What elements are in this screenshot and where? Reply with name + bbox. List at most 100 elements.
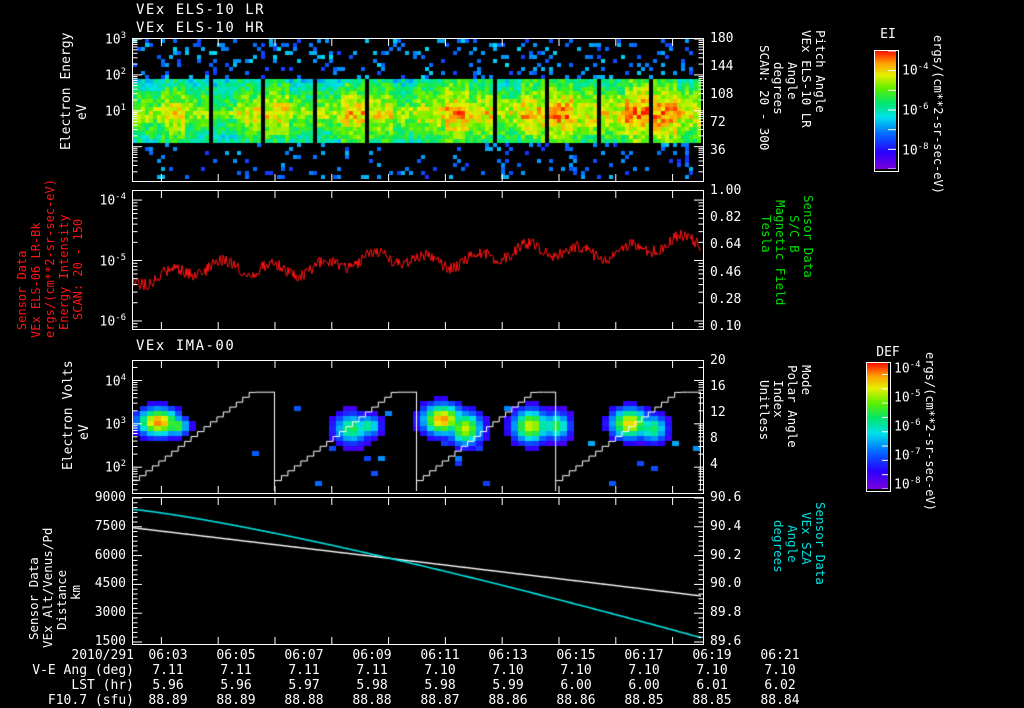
table-cell-time-8: 06:19 bbox=[692, 648, 732, 663]
panel4-right-tick-2: 90.2 bbox=[710, 547, 742, 563]
panel3-title: VEx IMA-00 bbox=[136, 338, 236, 354]
panel3-right-tick-4: 4 bbox=[710, 457, 718, 472]
table-date-label: 2010/291 bbox=[71, 648, 134, 663]
panel2-right-tick-2: 0.64 bbox=[710, 237, 742, 253]
table-cell-f107-4: 88.87 bbox=[420, 693, 460, 708]
table-cell-time-6: 06:15 bbox=[556, 648, 596, 663]
panel4-left-label-0: Sensor Data bbox=[26, 557, 41, 640]
panel1-title-line1: VEx ELS-10 LR bbox=[136, 2, 266, 18]
table-cell-f107-0: 88.89 bbox=[148, 693, 188, 708]
panel4-right-tick-1: 90.4 bbox=[710, 518, 742, 534]
panel4-left-tick-4: 3000 bbox=[94, 605, 126, 621]
panel2-right-label-0: Sensor Data bbox=[801, 195, 816, 278]
colorbar1-name: EI bbox=[880, 27, 896, 42]
panel3-right-label-0: Mode bbox=[799, 365, 814, 396]
panel1-right-tick-3: 72 bbox=[710, 115, 726, 130]
colorbar1-canvas bbox=[875, 51, 896, 169]
table-cell-lst-6: 6.00 bbox=[560, 678, 592, 693]
panel1-title-line2: VEx ELS-10 HR bbox=[136, 20, 266, 36]
colorbar2-tick-3: 10-7 bbox=[894, 447, 921, 464]
panel2-right-tick-0: 1.00 bbox=[710, 183, 742, 198]
panel2-right-label-1: S/C B bbox=[787, 215, 802, 253]
panel1-right-label-0: Pitch Angle bbox=[813, 30, 828, 113]
bottom-parameter-table: 2010/291 06:03 06:05 06:07 06:09 06:11 06:13 0… bbox=[0, 648, 1024, 708]
panel4-plot-area[interactable] bbox=[132, 497, 704, 645]
panel4-right-label-1: VEx SZA bbox=[799, 512, 814, 565]
panel2-right-tick-5: 0.10 bbox=[710, 319, 742, 334]
table-cell-lst-3: 5.98 bbox=[356, 678, 388, 693]
table-cell-lst-7: 6.00 bbox=[628, 678, 660, 693]
table-cell-lst-4: 5.98 bbox=[424, 678, 456, 693]
panel2-left-tick-0: 10-4 bbox=[99, 192, 127, 209]
colorbar1-tick-1: 10-6 bbox=[902, 102, 929, 119]
panel1-right-tick-4: 36 bbox=[710, 143, 726, 158]
colorbar1-tick-0: 10-4 bbox=[902, 62, 929, 79]
panel4-left-tick-5: 1500 bbox=[94, 634, 126, 649]
panel4-right-tick-4: 89.8 bbox=[710, 605, 742, 621]
panel4-right-tick-5: 89.6 bbox=[710, 634, 742, 649]
panel3-spectrogram-canvas bbox=[133, 361, 701, 491]
panel2-left-label-4: SCAN: 20 - 150 bbox=[71, 218, 85, 320]
table-cell-lst-0: 5.96 bbox=[152, 678, 184, 693]
table-cell-f107-2: 88.88 bbox=[284, 693, 324, 708]
table-cell-time-2: 06:07 bbox=[284, 648, 324, 663]
table-cell-ve-ang-1: 7.11 bbox=[220, 663, 252, 678]
table-cell-time-1: 06:05 bbox=[216, 648, 256, 663]
table-cell-lst-8: 6.01 bbox=[696, 678, 728, 693]
colorbar2-name: DEF bbox=[876, 345, 900, 360]
table-cell-ve-ang-4: 7.10 bbox=[424, 663, 456, 678]
panel2-plot-area[interactable] bbox=[132, 190, 704, 330]
panel4-right-tick-3: 90.0 bbox=[710, 576, 742, 592]
table-cell-f107-9: 88.84 bbox=[760, 693, 800, 708]
table-rowlabel-f107: F10.7 (sfu) bbox=[47, 693, 134, 708]
panel2-line-canvas bbox=[133, 191, 701, 327]
panel1-right-label-3: degrees bbox=[771, 62, 786, 115]
panel1-right-label-4: SCAN: 20 - 300 bbox=[757, 45, 772, 151]
table-row-veang: V-E Ang (deg) 7.11 7.11 7.11 7.11 7.10 7.10 7.… bbox=[2, 663, 814, 678]
colorbar1-gradient[interactable] bbox=[874, 50, 899, 172]
colorbar1-units: ergs/(cm**2-sr-sec-eV) bbox=[931, 35, 945, 194]
table-cell-ve-ang-7: 7.10 bbox=[628, 663, 660, 678]
panel1-plot-area[interactable] bbox=[132, 38, 704, 182]
panel3-right-label-2: Index bbox=[771, 380, 786, 418]
table-cell-time-4: 06:11 bbox=[420, 648, 460, 663]
panel4-right-label-0: Sensor Data bbox=[813, 502, 828, 585]
table-cell-lst-1: 5.96 bbox=[220, 678, 252, 693]
table-cell-f107-3: 88.88 bbox=[352, 693, 392, 708]
colorbar2-tick-0: 10-4 bbox=[894, 359, 921, 377]
table-row-f107: F10.7 (sfu) 88.89 88.89 88.88 88.88 88.87 88.… bbox=[2, 693, 814, 708]
table-cell-f107-5: 88.86 bbox=[488, 693, 528, 708]
panel3-right-tick-1: 16 bbox=[710, 379, 726, 394]
panel2-right-label-2: Magnetic Field bbox=[773, 200, 788, 306]
panel2-left-tick-2: 10-6 bbox=[99, 312, 127, 330]
panel1-left-tick-2: 101 bbox=[104, 102, 126, 120]
panel4-right-label-2: Angle bbox=[785, 525, 800, 563]
table-rowlabel-lst: LST (hr) bbox=[71, 678, 134, 693]
colorbar2-tick-1: 10-5 bbox=[894, 388, 921, 406]
table-cell-f107-8: 88.85 bbox=[692, 693, 732, 708]
table-cell-f107-6: 88.86 bbox=[556, 693, 596, 708]
table-cell-lst-9: 6.02 bbox=[764, 678, 796, 693]
table-rowlabel-veang: V-E Ang (deg) bbox=[32, 663, 134, 678]
table-cell-ve-ang-6: 7.10 bbox=[560, 663, 592, 678]
panel2-left-label-2: Energy Intensity bbox=[57, 214, 71, 330]
panel3-left-tick-0: 104 bbox=[104, 372, 126, 389]
panel4-left-tick-3: 4500 bbox=[94, 576, 126, 592]
panel4-left-tick-2: 6000 bbox=[94, 547, 126, 563]
panel4-right-tick-0: 90.6 bbox=[710, 490, 742, 505]
table-cell-time-3: 06:09 bbox=[352, 648, 392, 663]
panel3-right-tick-0: 20 bbox=[710, 353, 726, 368]
table-cell-ve-ang-5: 7.10 bbox=[492, 663, 524, 678]
colorbar1-tick-2: 10-8 bbox=[902, 142, 929, 159]
panel3-right-label-3: Unitless bbox=[757, 380, 772, 441]
table-cell-lst-2: 5.97 bbox=[288, 678, 320, 693]
panel2-right-tick-4: 0.28 bbox=[710, 291, 742, 307]
time-parameter-table: 2010/291 06:03 06:05 06:07 06:09 06:11 06:13 0… bbox=[2, 648, 814, 708]
panel1-right-tick-2: 108 bbox=[710, 87, 734, 102]
panel3-plot-area[interactable] bbox=[132, 360, 704, 494]
panel3-right-tick-3: 8 bbox=[710, 431, 718, 446]
panel1-right-label-2: Angle bbox=[785, 62, 800, 100]
colorbar2-gradient[interactable] bbox=[866, 362, 891, 492]
table-row-time: 2010/291 06:03 06:05 06:07 06:09 06:11 06:13 0… bbox=[2, 648, 814, 663]
